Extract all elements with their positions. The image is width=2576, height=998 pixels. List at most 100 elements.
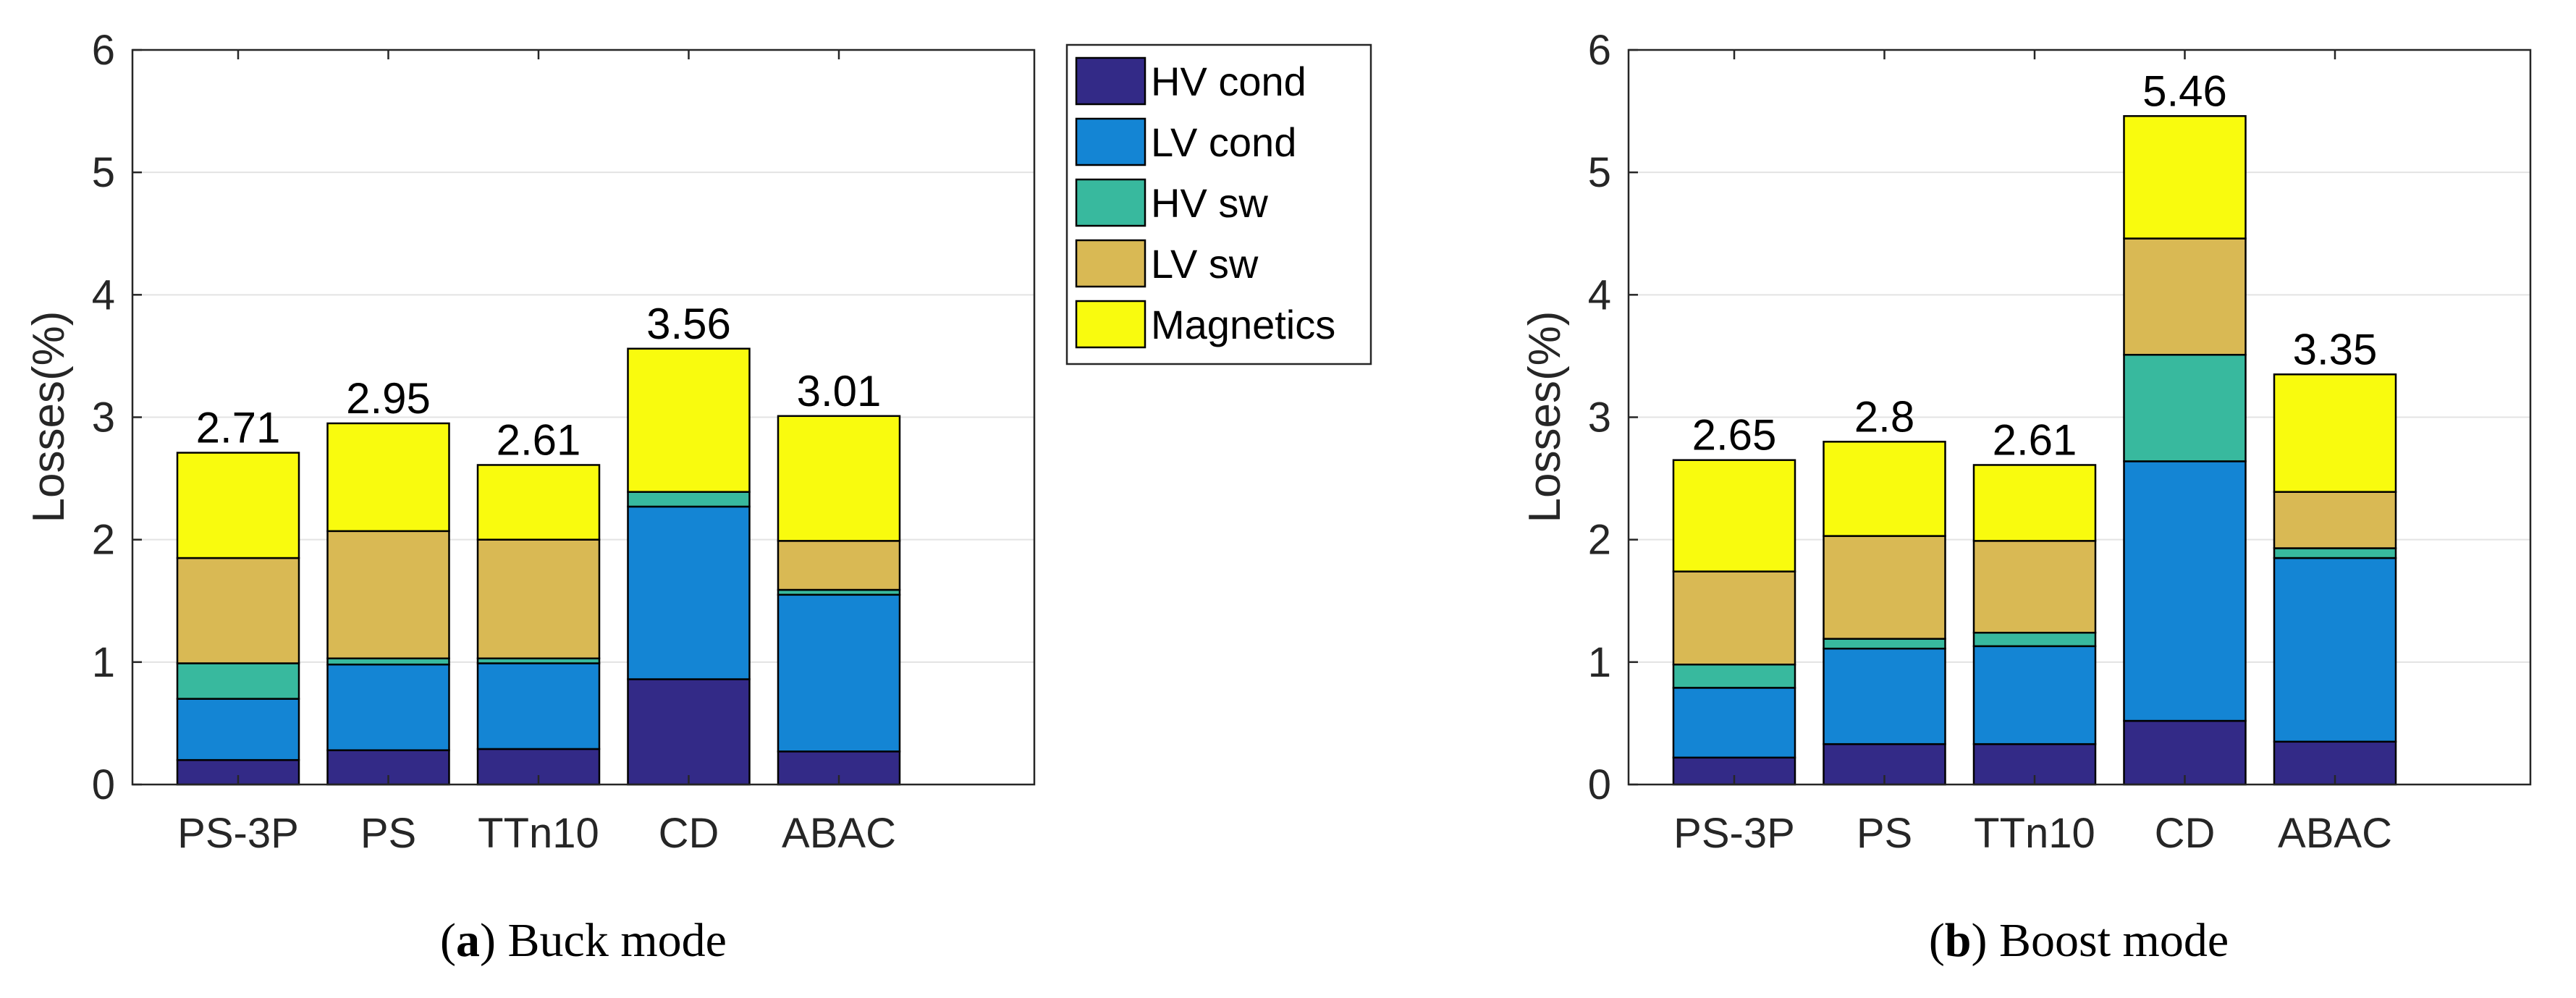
chart-boost: 0 1 2 3 4 5 6 PS-3P PS TTn10 CD ABAC 2.65 2.8 2.61 5.… (1520, 27, 2532, 967)
bar-lv-cond-ps-3p (176, 698, 300, 761)
legend-swatch-magnetics (1075, 300, 1146, 349)
bar-magnetics-ps (1823, 441, 1946, 537)
y-tick-label: 5 (1588, 149, 1611, 196)
bar-hv-sw-abac (2273, 547, 2397, 559)
total-label-ps: 2.95 (346, 374, 431, 423)
bar-hv-sw-ps (326, 657, 450, 666)
total-label-abac: 3.01 (797, 367, 882, 415)
legend-label-hv-sw: HV sw (1151, 180, 1268, 226)
bar-lv-sw-abac (777, 540, 901, 591)
bar-hv-sw-ps-3p (1672, 663, 1796, 689)
y-tick-label: 3 (92, 394, 115, 441)
x-tick-label: PS (360, 810, 416, 857)
bar-magnetics-cd (2123, 115, 2247, 240)
legend-swatch-lv-cond (1075, 117, 1146, 166)
bar-lv-cond-ttn10 (476, 662, 601, 750)
y-axis-label: Losses(%) (1520, 311, 1570, 523)
bar-magnetics-ps-3p (176, 452, 300, 559)
total-label-ttn10: 2.61 (1993, 415, 2077, 464)
y-tick-label: 0 (1588, 761, 1611, 808)
bar-hv-sw-ps (1823, 638, 1946, 650)
bar-lv-cond-cd (2123, 460, 2247, 722)
legend-label-hv-cond: HV cond (1151, 59, 1306, 104)
x-tick-label: TTn10 (478, 810, 599, 857)
legend-swatch-lv-sw (1075, 239, 1146, 288)
y-tick-label: 1 (1588, 639, 1611, 686)
total-label-abac: 3.35 (2293, 325, 2378, 373)
bar-lv-sw-cd (2123, 237, 2247, 356)
y-tick-label: 1 (92, 639, 115, 686)
caption-text: Boost mode (1999, 914, 2229, 967)
y-tick-label: 6 (1588, 27, 1611, 74)
bar-lv-sw-ps (326, 530, 450, 660)
bar-lv-cond-ttn10 (1972, 645, 2097, 745)
bar-lv-cond-ps (326, 663, 450, 751)
y-axis-label: Losses(%) (24, 311, 74, 523)
bar-lv-sw-abac (2273, 491, 2397, 549)
bar-hv-cond-cd (2123, 719, 2247, 786)
legend-swatch-hv-sw (1075, 178, 1146, 227)
total-label-ttn10: 2.61 (497, 415, 581, 464)
bar-magnetics-abac (2273, 373, 2397, 493)
y-tick-label: 4 (92, 271, 115, 318)
bar-lv-cond-abac (777, 593, 901, 753)
legend-swatch-hv-cond (1075, 56, 1146, 106)
x-tick-label: ABAC (2278, 810, 2392, 857)
bar-hv-cond-ttn10 (1972, 743, 2097, 786)
bar-magnetics-ps-3p (1672, 459, 1796, 572)
y-tick-label: 6 (92, 27, 115, 74)
bar-lv-cond-ps (1823, 647, 1946, 745)
bar-magnetics-cd (627, 347, 751, 493)
caption: (b) Boost mode (1929, 914, 2229, 967)
x-tick-label: PS-3P (177, 810, 299, 857)
bar-lv-cond-cd (627, 505, 751, 680)
total-label-ps-3p: 2.71 (196, 404, 281, 452)
bar-hv-sw-ps-3p (176, 662, 300, 700)
bar-hv-cond-cd (627, 678, 751, 786)
x-tick-label: PS-3P (1673, 810, 1795, 857)
total-label-ps: 2.8 (1854, 392, 1914, 441)
x-ticks: PS-3P PS TTn10 CD ABAC (177, 50, 896, 857)
y-tick-label: 4 (1588, 271, 1611, 318)
bar-magnetics-abac (777, 415, 901, 542)
bar-lv-cond-ps-3p (1672, 687, 1796, 759)
total-labels: 2.65 2.8 2.61 5.46 3.35 (1692, 67, 2378, 464)
bar-magnetics-ps (326, 422, 450, 533)
x-tick-label: PS (1857, 810, 1912, 857)
y-ticks: 0 1 2 3 4 5 6 (92, 27, 142, 808)
caption: (a) Buck mode (440, 914, 727, 967)
caption-text: Buck mode (508, 914, 727, 967)
legend-label-magnetics: Magnetics (1151, 302, 1335, 347)
total-label-cd: 3.56 (646, 300, 731, 348)
total-labels: 2.71 2.95 2.61 3.56 3.01 (196, 300, 882, 465)
legend: HV cond LV cond HV sw LV sw Magnetics (1065, 43, 1372, 365)
x-tick-label: CD (2155, 810, 2216, 857)
bar-hv-sw-ttn10 (1972, 631, 2097, 648)
bars (176, 347, 901, 786)
bar-lv-cond-abac (2273, 557, 2397, 743)
y-ticks: 0 1 2 3 4 5 6 (1588, 27, 1638, 808)
bar-hv-sw-cd (627, 491, 751, 508)
bar-lv-sw-ps-3p (176, 557, 300, 664)
y-tick-label: 2 (1588, 517, 1611, 564)
legend-label-lv-sw: LV sw (1151, 241, 1259, 287)
x-tick-label: ABAC (782, 810, 896, 857)
bar-lv-sw-ps (1823, 535, 1946, 640)
y-tick-label: 2 (92, 517, 115, 564)
bar-lv-sw-ttn10 (1972, 540, 2097, 634)
y-tick-label: 3 (1588, 394, 1611, 441)
bars (1672, 115, 2397, 786)
x-ticks: PS-3P PS TTn10 CD ABAC (1673, 50, 2392, 857)
bar-hv-sw-cd (2123, 353, 2247, 462)
total-label-cd: 5.46 (2142, 67, 2227, 115)
caption-label: b (1945, 914, 1972, 967)
bar-lv-sw-ps-3p (1672, 570, 1796, 666)
bar-lv-sw-ttn10 (476, 538, 601, 660)
y-tick-label: 0 (92, 761, 115, 808)
x-tick-label: CD (659, 810, 719, 857)
total-label-ps-3p: 2.65 (1692, 411, 1777, 460)
chart-buck: 0 1 2 3 4 5 6 PS-3P PS TTn10 CD ABAC 2.71 2.95 2.61 3… (24, 27, 1036, 967)
bar-magnetics-ttn10 (1972, 464, 2097, 542)
x-tick-label: TTn10 (1974, 810, 2095, 857)
